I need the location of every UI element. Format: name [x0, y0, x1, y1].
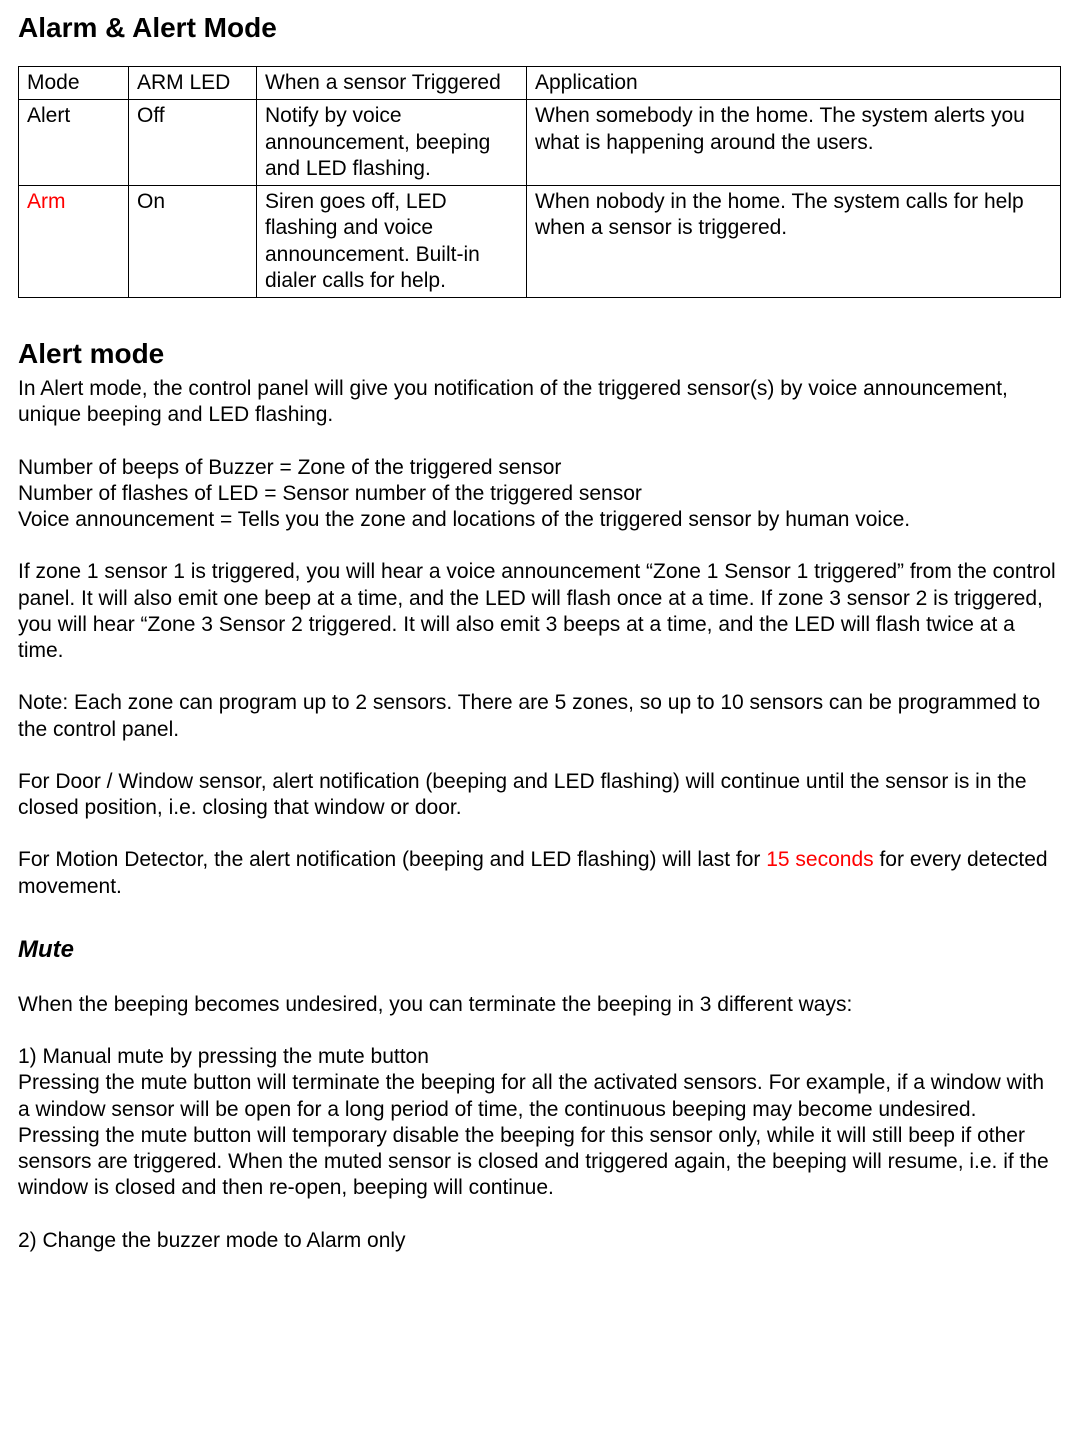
th-triggered: When a sensor Triggered [257, 67, 527, 100]
motion-seconds: 15 seconds [766, 848, 873, 871]
mute-item-2-title: 2) Change the buzzer mode to Alarm only [18, 1228, 1061, 1254]
alert-mode-door: For Door / Window sensor, alert notifica… [18, 769, 1061, 822]
cell-application: When somebody in the home. The system al… [527, 100, 1061, 186]
mute-heading: Mute [18, 936, 1061, 964]
mute-intro: When the beeping becomes undesired, you … [18, 992, 1061, 1018]
table-row: Alert Off Notify by voice announcement, … [19, 100, 1061, 186]
alert-mode-note: Note: Each zone can program up to 2 sens… [18, 690, 1061, 743]
table-header-row: Mode ARM LED When a sensor Triggered App… [19, 67, 1061, 100]
mode-table: Mode ARM LED When a sensor Triggered App… [18, 66, 1061, 298]
motion-text-a: For Motion Detector, the alert notificat… [18, 848, 766, 871]
alert-mode-intro: In Alert mode, the control panel will gi… [18, 376, 1061, 429]
cell-triggered: Notify by voice announcement, beeping an… [257, 100, 527, 186]
alert-mode-line-2: Number of flashes of LED = Sensor number… [18, 481, 1061, 507]
cell-triggered: Siren goes off, LED flashing and voice a… [257, 186, 527, 298]
alert-mode-heading: Alert mode [18, 338, 1061, 370]
cell-mode: Alert [19, 100, 129, 186]
mute-item-1-title: 1) Manual mute by pressing the mute butt… [18, 1044, 1061, 1070]
cell-application: When nobody in the home. The system call… [527, 186, 1061, 298]
page-title: Alarm & Alert Mode [18, 12, 1061, 44]
cell-arm-led: Off [129, 100, 257, 186]
th-application: Application [527, 67, 1061, 100]
cell-mode: Arm [19, 186, 129, 298]
table-row: Arm On Siren goes off, LED flashing and … [19, 186, 1061, 298]
alert-mode-line-3: Voice announcement = Tells you the zone … [18, 507, 1061, 533]
alert-mode-motion: For Motion Detector, the alert notificat… [18, 847, 1061, 900]
th-mode: Mode [19, 67, 129, 100]
mute-item-1-body: Pressing the mute button will terminate … [18, 1070, 1061, 1201]
th-arm-led: ARM LED [129, 67, 257, 100]
alert-mode-example: If zone 1 sensor 1 is triggered, you wil… [18, 559, 1061, 664]
alert-mode-line-1: Number of beeps of Buzzer = Zone of the … [18, 455, 1061, 481]
cell-arm-led: On [129, 186, 257, 298]
